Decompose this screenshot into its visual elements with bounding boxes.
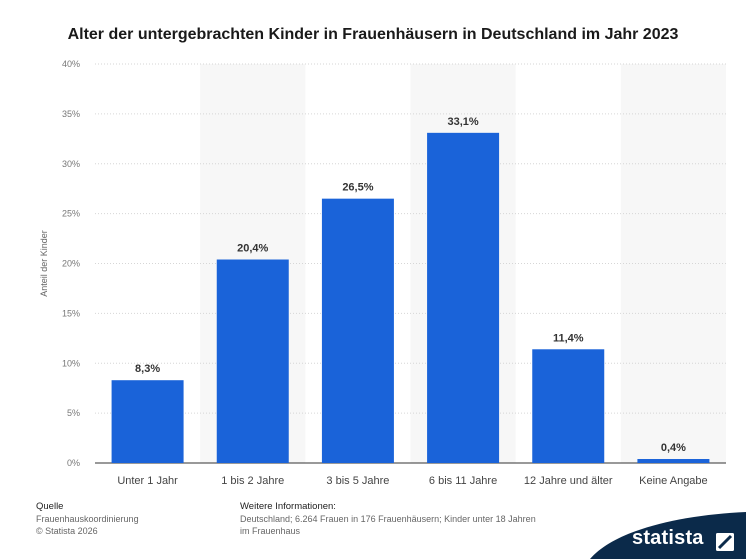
bar-chart: 0% 5% 10% 15% 20% 25% 30% 35% 40% Anteil der Kind… [39,59,726,487]
x-tick-label: 12 Jahre und älter [524,475,613,487]
y-tick-label: 5% [67,408,80,418]
y-tick-label: 20% [62,259,80,269]
data-label: 11,4% [553,332,584,344]
statista-logo-icon [716,533,734,551]
y-tick-label: 0% [67,458,80,468]
y-tick-label: 30% [62,159,80,169]
x-tick-label: 3 bis 5 Jahre [326,475,389,487]
x-tick-label: Unter 1 Jahr [117,475,178,487]
bar [111,380,184,463]
info-heading[interactable]: Weitere Informationen: [240,501,336,512]
bar [216,259,289,463]
x-tick-label: 1 bis 2 Jahre [221,475,284,487]
bar [321,198,394,463]
y-tick-label: 35% [62,109,80,119]
bar [637,459,710,463]
y-axis-label: Anteil der Kinder [39,230,49,297]
source-name[interactable]: Frauenhauskoordinierung [36,514,139,524]
source-heading: Quelle [36,501,64,512]
y-tick-label: 15% [62,308,80,318]
y-tick-label: 40% [62,59,80,69]
data-label: 20,4% [237,243,268,255]
info-line-1: Deutschland; 6.264 Frauen in 176 Frauenh… [240,514,536,524]
y-tick-label: 25% [62,209,80,219]
copyright: © Statista 2026 [36,526,98,536]
data-label: 26,5% [342,182,373,194]
data-label: 33,1% [447,116,478,128]
data-label: 0,4% [661,442,686,454]
source-block: Quelle Frauenhauskoordinierung © Statist… [36,501,139,537]
bar [532,349,605,463]
x-tick-label: Keine Angabe [639,475,708,487]
x-tick-label: 6 bis 11 Jahre [429,475,497,487]
data-label: 8,3% [135,363,160,375]
statista-logo[interactable]: statista [632,527,704,549]
bar [427,132,500,463]
info-line-2: im Frauenhaus [240,526,301,536]
y-tick-label: 10% [62,358,80,368]
info-block: Weitere Informationen: Deutschland; 6.26… [240,501,560,537]
chart-title: Alter der untergebrachten Kinder in Frau… [67,26,679,43]
